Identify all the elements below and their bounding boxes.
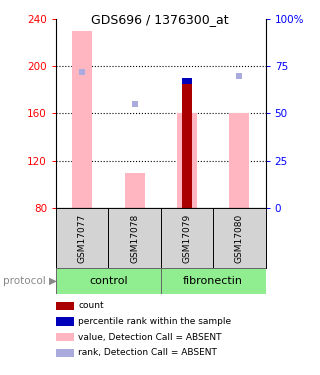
Bar (161, 268, 266, 294)
Text: GSM17078: GSM17078 (130, 213, 139, 263)
Text: protocol ▶: protocol ▶ (3, 276, 57, 286)
Text: fibronectin: fibronectin (183, 276, 243, 286)
Text: count: count (78, 301, 104, 310)
Bar (125, 172, 145, 208)
Text: GDS696 / 1376300_at: GDS696 / 1376300_at (91, 13, 229, 26)
Bar (177, 113, 197, 208)
Bar (229, 113, 249, 208)
Text: value, Detection Call = ABSENT: value, Detection Call = ABSENT (78, 333, 222, 342)
Bar (56, 268, 161, 294)
Text: percentile rank within the sample: percentile rank within the sample (78, 317, 232, 326)
Text: GSM17077: GSM17077 (78, 213, 87, 263)
Text: GSM17079: GSM17079 (182, 213, 191, 263)
Text: control: control (89, 276, 128, 286)
Text: rank, Detection Call = ABSENT: rank, Detection Call = ABSENT (78, 348, 217, 357)
Text: GSM17080: GSM17080 (235, 213, 244, 263)
Bar (181, 78, 192, 84)
Bar (181, 78, 192, 208)
Bar (72, 31, 92, 208)
